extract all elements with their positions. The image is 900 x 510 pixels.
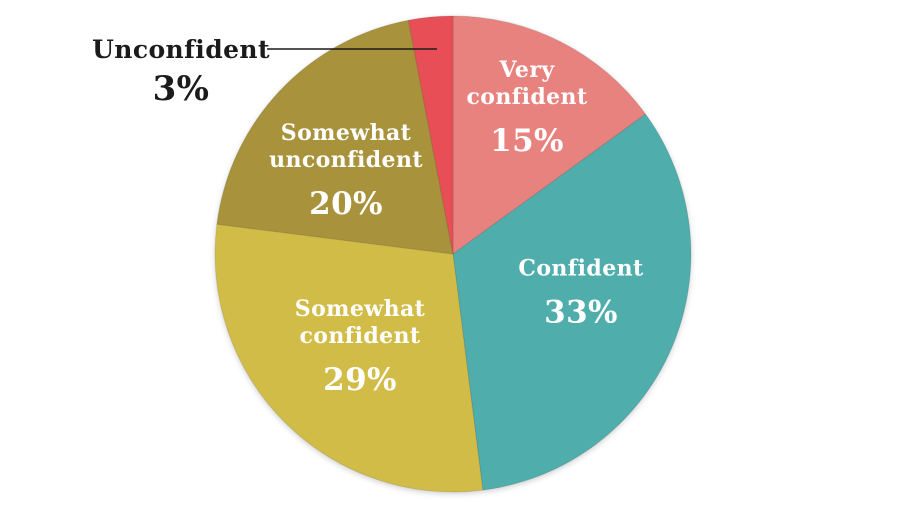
- pie-slice-somewhat-unconfident: [216, 19, 454, 255]
- pie-slice-somewhat-confident: [214, 223, 484, 493]
- pie-slice-unconfident: [407, 15, 454, 255]
- pie-slices-group: [214, 15, 692, 493]
- pie-slice-confident: [452, 113, 692, 491]
- pie-slice-very-confident: [452, 15, 647, 255]
